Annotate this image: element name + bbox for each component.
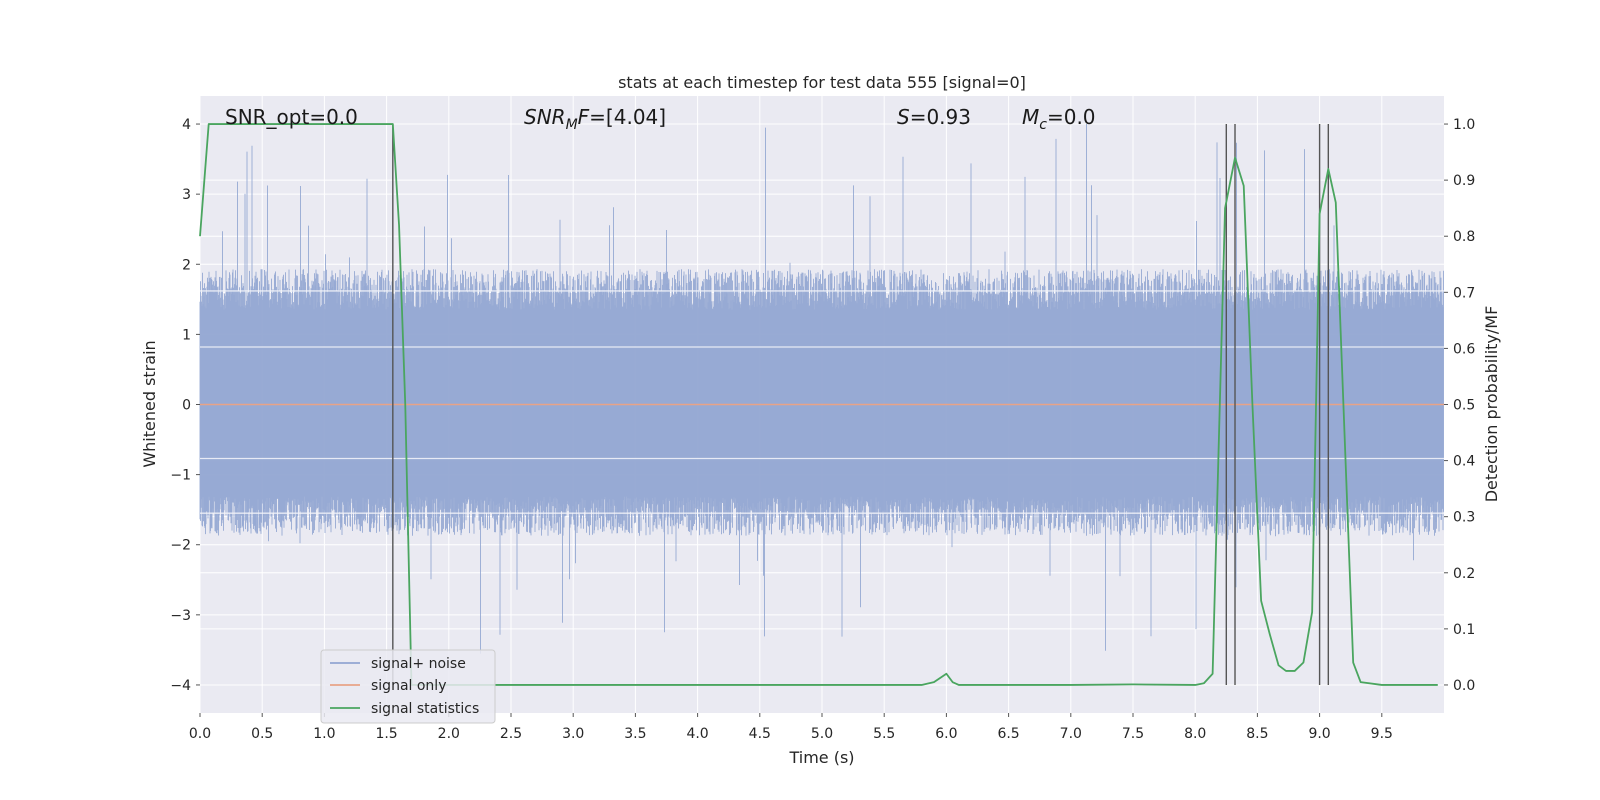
legend-box: [320, 649, 496, 724]
legend-label-signal-statistics: signal statistics: [371, 701, 479, 717]
x-tick-label: 2.0: [438, 726, 460, 742]
y2-axis-label: Detection probability/MF: [1482, 306, 1501, 503]
x-tick-label: 1.5: [375, 726, 397, 742]
y2-tick-label: 0.8: [1453, 229, 1475, 245]
x-tick-label: 6.0: [935, 726, 957, 742]
mc-name: M: [1022, 105, 1039, 129]
series-signal-statistics: [199, 123, 1438, 686]
mc-sub: c: [1039, 117, 1047, 133]
y-axis-label: Whitened strain: [140, 340, 159, 467]
x-tick-label: 5.0: [811, 726, 833, 742]
x-tick-label: 4.5: [749, 726, 771, 742]
x-tick-label: 3.0: [562, 726, 584, 742]
x-tick-label: 7.5: [1122, 726, 1144, 742]
y2-tick-label: 0.5: [1453, 398, 1475, 414]
noise-trace: [199, 124, 1444, 654]
legend-label-signal-only: signal only: [371, 678, 446, 694]
snr-mf-name: SNR: [524, 105, 566, 129]
mc-value: =0.0: [1047, 105, 1096, 129]
x-tick-label: 3.5: [624, 726, 646, 742]
signal-statistics-line: [199, 123, 1438, 686]
y-tick-label: −4: [170, 678, 191, 694]
y2-tick-label: 0.6: [1453, 341, 1475, 357]
y2-tick-label: 0.9: [1453, 173, 1475, 189]
x-tick-label: 4.0: [686, 726, 708, 742]
y2-tick-label: 0.2: [1453, 566, 1475, 582]
y-axis-ticks: −4 −3 −2 −1 0 1 2 3 4: [170, 117, 200, 694]
y2-tick-label: 0.7: [1453, 285, 1475, 301]
y-tick-label: −1: [170, 468, 191, 484]
x-tick-label: 8.0: [1184, 726, 1206, 742]
y2-tick-label: 0.3: [1453, 510, 1475, 526]
x-tick-label: 6.5: [997, 726, 1019, 742]
y-tick-label: −2: [170, 538, 191, 554]
x-tick-label: 0.0: [189, 726, 211, 742]
y-tick-label: 4: [182, 117, 191, 133]
legend-label-signal-noise: signal+ noise: [371, 656, 466, 672]
y-tick-label: 3: [182, 187, 191, 203]
x-tick-label: 7.0: [1060, 726, 1082, 742]
x-axis-label: Time (s): [788, 748, 854, 767]
y2-axis-ticks: 0.0 0.1 0.2 0.3 0.4 0.5 0.6 0.7 0.8 0.9 1.0: [1444, 117, 1475, 694]
x-tick-label: 2.5: [500, 726, 522, 742]
y-tick-label: 0: [182, 398, 191, 414]
snr-mf-sub: M: [566, 117, 578, 133]
s-value: =0.93: [910, 105, 971, 129]
x-tick-label: 5.5: [873, 726, 895, 742]
s-name: S: [897, 105, 910, 129]
chart-title: stats at each timestep for test data 555…: [618, 73, 1026, 92]
snr-mf-rest: F: [578, 105, 590, 129]
annotation-s: S=0.93: [897, 105, 971, 129]
y2-tick-label: 0.4: [1453, 454, 1475, 470]
y2-tick-label: 0.0: [1453, 678, 1475, 694]
annotation-mc: Mc=0.0: [1022, 105, 1096, 133]
annotation-snr-mf: SNRMF=[4.04]: [524, 105, 666, 133]
x-tick-label: 9.5: [1371, 726, 1393, 742]
x-axis-ticks: 0.0 0.5 1.0 1.5 2.0 2.5 3.0 3.5 4.0 4.5 5.0 5.5 6.0 6…: [189, 713, 1393, 742]
annotation-snr-opt: SNR_opt=0.0: [225, 105, 358, 129]
snr-mf-value: =[4.04]: [589, 105, 666, 129]
y-tick-label: 2: [182, 257, 191, 273]
y-tick-label: −3: [170, 608, 191, 624]
x-tick-label: 8.5: [1246, 726, 1268, 742]
legend: signal+ noise signal only signal statist…: [320, 649, 496, 724]
x-tick-label: 1.0: [313, 726, 335, 742]
y-tick-label: 1: [182, 327, 191, 343]
x-tick-label: 0.5: [251, 726, 273, 742]
y2-tick-label: 1.0: [1453, 117, 1475, 133]
x-tick-label: 9.0: [1308, 726, 1330, 742]
y2-tick-label: 0.1: [1453, 622, 1475, 638]
